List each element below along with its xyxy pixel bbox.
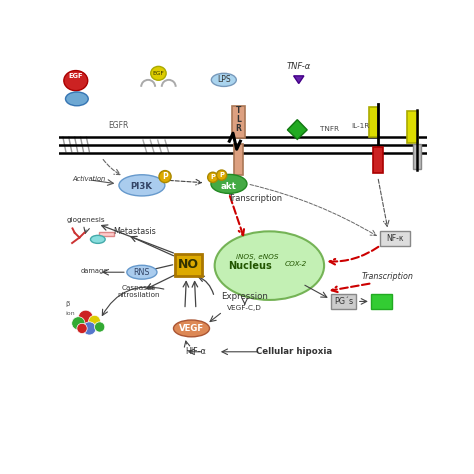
- Text: T: T: [236, 106, 241, 115]
- Text: P: P: [162, 172, 168, 181]
- Circle shape: [94, 322, 105, 332]
- Bar: [371, 294, 392, 309]
- Text: Transcription: Transcription: [362, 272, 414, 281]
- Text: HIF-α: HIF-α: [185, 347, 206, 356]
- Bar: [380, 231, 410, 246]
- Ellipse shape: [65, 92, 88, 106]
- Circle shape: [77, 323, 87, 334]
- Text: Transcription: Transcription: [228, 194, 282, 203]
- Circle shape: [89, 315, 100, 327]
- Text: P: P: [219, 172, 224, 178]
- Text: ion: ion: [66, 310, 75, 316]
- Bar: [408, 111, 418, 143]
- Ellipse shape: [159, 171, 171, 182]
- Text: EGFR: EGFR: [108, 121, 128, 130]
- Circle shape: [83, 322, 96, 335]
- Text: PG´s: PG´s: [334, 297, 354, 306]
- Ellipse shape: [211, 174, 247, 193]
- Text: R: R: [236, 124, 241, 133]
- Text: iNOS, eNOS: iNOS, eNOS: [237, 254, 279, 260]
- Text: NO: NO: [178, 258, 199, 272]
- Bar: [232, 106, 245, 138]
- Polygon shape: [293, 76, 304, 83]
- Ellipse shape: [127, 265, 157, 279]
- Bar: [234, 144, 243, 175]
- Text: Metastasis: Metastasis: [113, 227, 156, 236]
- Text: EGF: EGF: [69, 73, 83, 79]
- Bar: [175, 254, 202, 276]
- Bar: [413, 144, 421, 169]
- Text: TNF-α: TNF-α: [287, 62, 311, 71]
- Ellipse shape: [208, 172, 218, 182]
- Ellipse shape: [215, 231, 324, 300]
- Bar: [373, 146, 383, 173]
- Text: IL-1R: IL-1R: [351, 123, 370, 129]
- Bar: [99, 231, 114, 236]
- Text: L: L: [236, 115, 241, 124]
- Ellipse shape: [119, 175, 165, 196]
- Text: akt: akt: [221, 182, 237, 191]
- Text: COX-2: COX-2: [285, 261, 307, 267]
- Text: NF-κ: NF-κ: [387, 234, 404, 243]
- Ellipse shape: [211, 73, 237, 86]
- Polygon shape: [287, 119, 307, 139]
- Text: TNFR: TNFR: [320, 126, 339, 132]
- Text: Caspases
nitrosilation: Caspases nitrosilation: [117, 285, 159, 299]
- Text: VEGF: VEGF: [179, 324, 204, 333]
- Ellipse shape: [217, 170, 227, 180]
- Ellipse shape: [151, 66, 166, 80]
- Ellipse shape: [64, 71, 88, 91]
- Text: LPS: LPS: [217, 75, 231, 84]
- Ellipse shape: [173, 320, 210, 337]
- Text: EGF: EGF: [153, 71, 164, 76]
- Ellipse shape: [91, 236, 105, 243]
- Text: β: β: [66, 301, 70, 307]
- Text: giogenesis: giogenesis: [66, 218, 105, 223]
- Circle shape: [78, 310, 93, 325]
- Text: RNS: RNS: [134, 268, 150, 277]
- Text: Nucleus: Nucleus: [228, 261, 272, 271]
- Circle shape: [72, 317, 85, 330]
- Text: VEGF-C,D: VEGF-C,D: [228, 305, 262, 311]
- Text: Activation: Activation: [72, 176, 105, 182]
- Text: PI3K: PI3K: [130, 182, 152, 191]
- Bar: [369, 107, 378, 137]
- Text: Expression: Expression: [221, 292, 268, 301]
- Text: P: P: [210, 174, 215, 180]
- Text: damage: damage: [81, 268, 108, 274]
- Bar: [331, 294, 356, 309]
- Text: Cellular hipoxia: Cellular hipoxia: [256, 347, 332, 356]
